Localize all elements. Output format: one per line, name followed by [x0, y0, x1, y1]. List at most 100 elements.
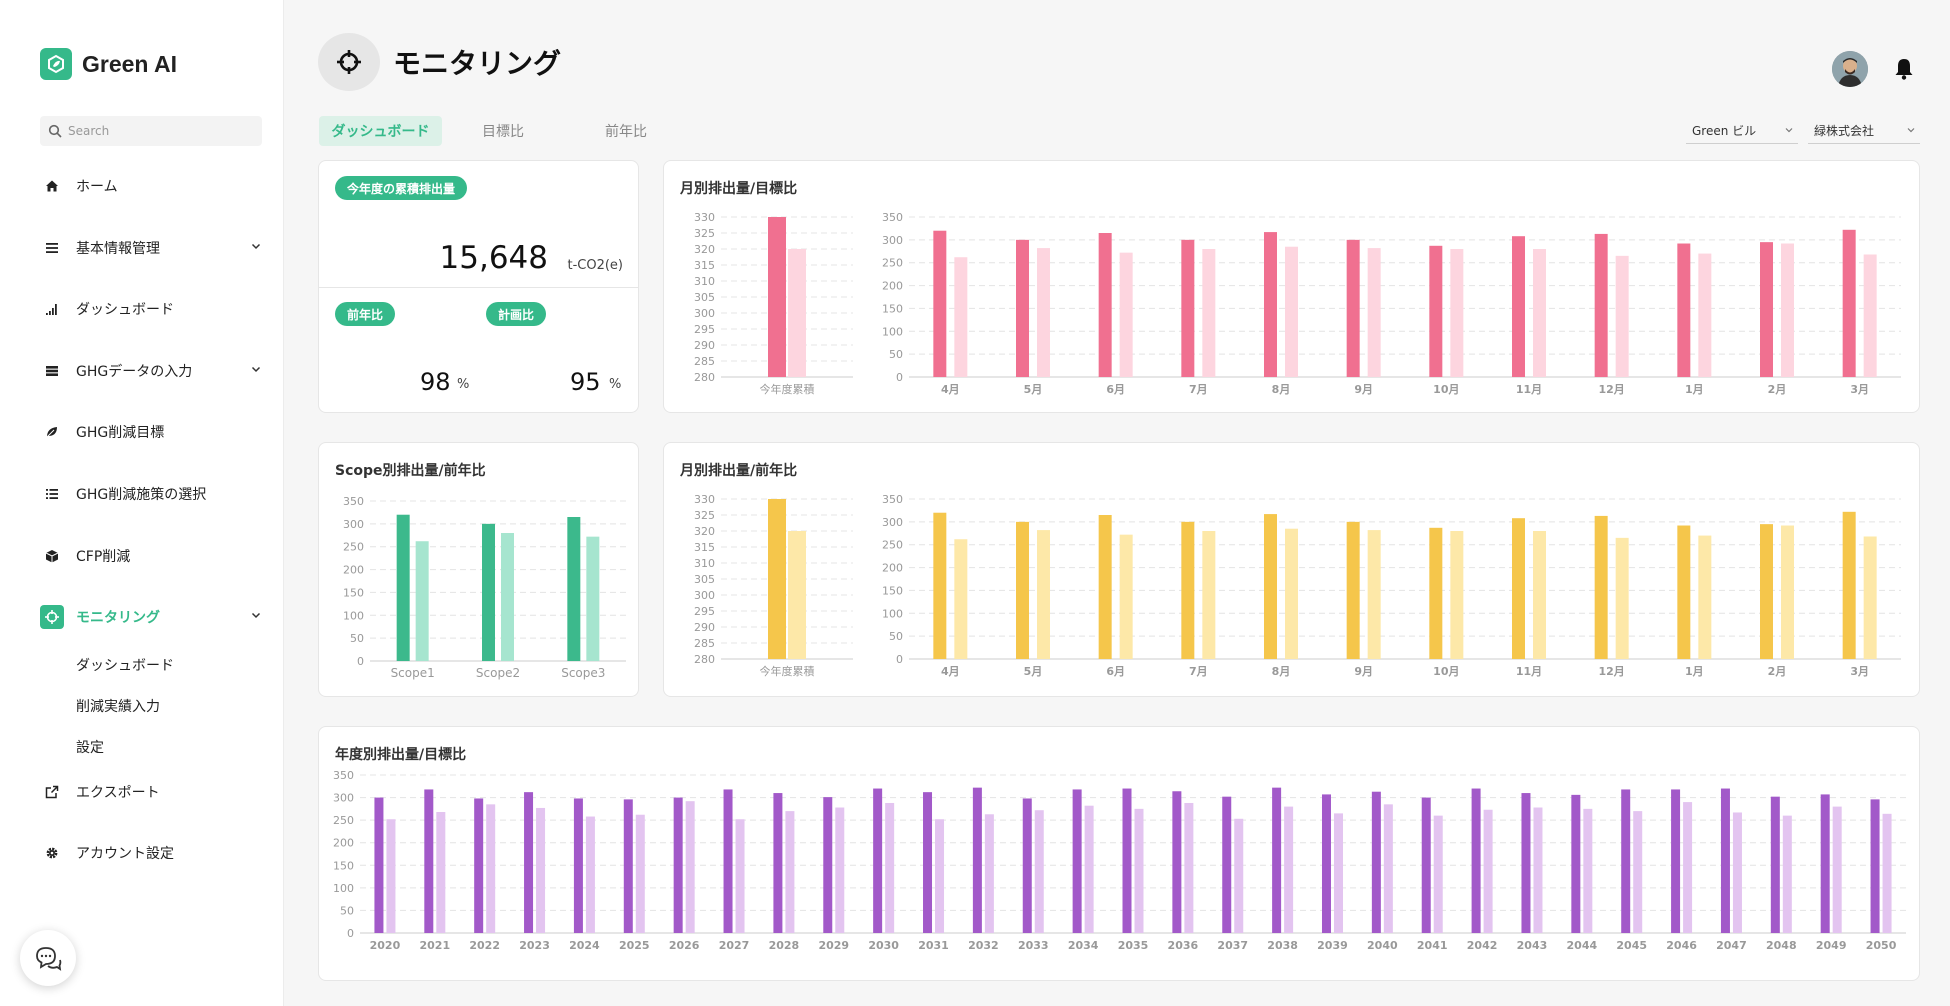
bar[interactable]: [1621, 789, 1631, 933]
bar[interactable]: [1720, 788, 1730, 933]
bar[interactable]: [1072, 789, 1082, 933]
nav-dashboard[interactable]: ダッシュボード: [40, 294, 264, 324]
bar[interactable]: [1285, 246, 1298, 377]
bar[interactable]: [1533, 249, 1546, 377]
bar[interactable]: [1521, 793, 1531, 933]
bar[interactable]: [1429, 245, 1443, 377]
bar[interactable]: [1202, 531, 1216, 659]
bar[interactable]: [1037, 530, 1050, 659]
bar[interactable]: [1870, 799, 1880, 933]
bar[interactable]: [1181, 239, 1195, 377]
nav-account[interactable]: アカウント設定: [40, 838, 264, 868]
bar[interactable]: [1346, 521, 1360, 659]
bar[interactable]: [1122, 788, 1132, 933]
bar[interactable]: [785, 811, 795, 933]
bar[interactable]: [1863, 254, 1877, 377]
bar[interactable]: [1760, 524, 1773, 659]
bar[interactable]: [1781, 525, 1794, 659]
bar[interactable]: [1760, 242, 1773, 377]
bar[interactable]: [933, 230, 947, 377]
bar[interactable]: [954, 257, 968, 377]
bar[interactable]: [1842, 229, 1856, 377]
bar[interactable]: [1698, 253, 1712, 377]
bar[interactable]: [673, 797, 683, 933]
bar[interactable]: [1222, 796, 1232, 933]
nav-sub-reduction[interactable]: 削減実績入力: [76, 699, 160, 715]
bar[interactable]: [386, 819, 396, 933]
bar[interactable]: [1119, 252, 1133, 377]
bar[interactable]: [1321, 794, 1331, 933]
bar[interactable]: [823, 797, 833, 933]
bar[interactable]: [1371, 791, 1381, 933]
bar[interactable]: [723, 789, 733, 933]
nav-monitoring[interactable]: モニタリング: [40, 602, 264, 632]
nav-sub-dashboard[interactable]: ダッシュボード: [76, 658, 174, 674]
bar[interactable]: [1512, 236, 1525, 377]
tab-dashboard[interactable]: ダッシュボード: [319, 116, 442, 146]
bar[interactable]: [1264, 514, 1277, 659]
search-input[interactable]: [68, 124, 248, 138]
bar[interactable]: [573, 798, 583, 933]
avatar[interactable]: [1832, 51, 1868, 87]
bar[interactable]: [1781, 243, 1794, 377]
bar[interactable]: [1285, 528, 1298, 659]
bar[interactable]: [482, 523, 495, 661]
bar[interactable]: [474, 798, 484, 933]
bar[interactable]: [1234, 818, 1244, 933]
bar[interactable]: [1471, 788, 1481, 933]
bar[interactable]: [1119, 534, 1133, 659]
bar[interactable]: [1333, 813, 1343, 933]
bar[interactable]: [835, 807, 845, 933]
bar[interactable]: [1202, 249, 1216, 377]
bar[interactable]: [486, 804, 496, 933]
bar[interactable]: [1037, 248, 1050, 377]
bar[interactable]: [984, 814, 994, 933]
bar[interactable]: [586, 536, 600, 661]
bar[interactable]: [773, 793, 783, 933]
bar[interactable]: [1272, 787, 1282, 933]
bar[interactable]: [1698, 535, 1712, 659]
bar[interactable]: [536, 807, 546, 933]
bar[interactable]: [1098, 515, 1112, 659]
bar[interactable]: [1134, 808, 1144, 933]
bar[interactable]: [1594, 233, 1608, 377]
bar[interactable]: [1533, 807, 1543, 933]
bar[interactable]: [873, 788, 883, 933]
tab-target[interactable]: 目標比: [482, 124, 524, 140]
bar[interactable]: [396, 514, 410, 661]
bar[interactable]: [1022, 798, 1032, 933]
bar[interactable]: [972, 787, 982, 933]
bar[interactable]: [436, 812, 446, 933]
bar[interactable]: [788, 531, 806, 659]
bar[interactable]: [954, 539, 968, 659]
bar[interactable]: [1533, 531, 1546, 659]
bar[interactable]: [567, 517, 581, 661]
bar[interactable]: [685, 801, 695, 933]
bar[interactable]: [1181, 521, 1195, 659]
bar[interactable]: [1512, 518, 1525, 659]
bar[interactable]: [635, 814, 645, 933]
tab-prev-year[interactable]: 前年比: [605, 124, 647, 140]
bar[interactable]: [623, 799, 633, 933]
nav-ghg-target[interactable]: GHG削減目標: [40, 417, 264, 447]
bar[interactable]: [1264, 232, 1277, 377]
bar[interactable]: [935, 819, 945, 933]
nav-ghg-input[interactable]: GHGデータの入力: [40, 356, 264, 386]
bar[interactable]: [1677, 243, 1691, 377]
bar[interactable]: [1863, 536, 1877, 659]
building-select[interactable]: Green ビル: [1686, 118, 1798, 144]
bar[interactable]: [1832, 806, 1842, 933]
bar[interactable]: [1633, 811, 1643, 933]
bar[interactable]: [1034, 810, 1044, 933]
app-logo[interactable]: Green AI: [40, 48, 177, 80]
chat-button[interactable]: [20, 930, 76, 986]
bar[interactable]: [1615, 537, 1629, 659]
bar[interactable]: [1016, 239, 1029, 377]
bar[interactable]: [1732, 812, 1742, 933]
bar[interactable]: [1594, 515, 1608, 659]
bar[interactable]: [1172, 791, 1182, 933]
bar[interactable]: [1683, 802, 1693, 933]
bar[interactable]: [1284, 806, 1294, 933]
nav-basic-info[interactable]: 基本情報管理: [40, 233, 264, 263]
company-select[interactable]: 緑株式会社: [1808, 118, 1920, 144]
